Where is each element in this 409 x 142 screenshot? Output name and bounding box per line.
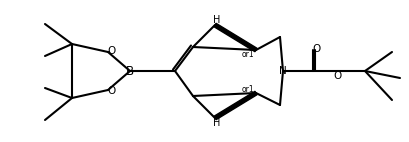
Text: O: O [108,86,116,96]
Polygon shape [213,23,256,52]
Polygon shape [213,91,256,120]
Text: or1: or1 [241,50,254,59]
Text: O: O [312,44,320,54]
Text: B: B [126,64,134,78]
Text: H: H [213,118,220,128]
Text: N: N [279,66,286,76]
Text: O: O [333,71,341,81]
Text: or1: or1 [241,84,254,93]
Text: H: H [213,15,220,25]
Text: O: O [108,46,116,56]
